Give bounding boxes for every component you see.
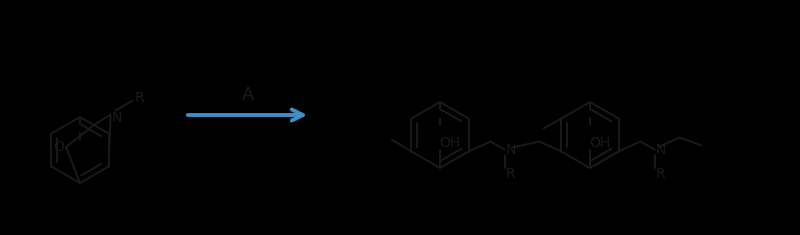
Text: N: N xyxy=(655,142,666,157)
Text: R: R xyxy=(506,167,515,180)
Text: R: R xyxy=(656,167,666,180)
Text: R: R xyxy=(134,91,144,106)
Text: O: O xyxy=(54,140,65,154)
Text: A: A xyxy=(242,86,254,104)
Text: N: N xyxy=(111,110,122,125)
Text: N: N xyxy=(506,142,516,157)
Text: OH: OH xyxy=(590,136,610,150)
Text: OH: OH xyxy=(439,136,461,150)
